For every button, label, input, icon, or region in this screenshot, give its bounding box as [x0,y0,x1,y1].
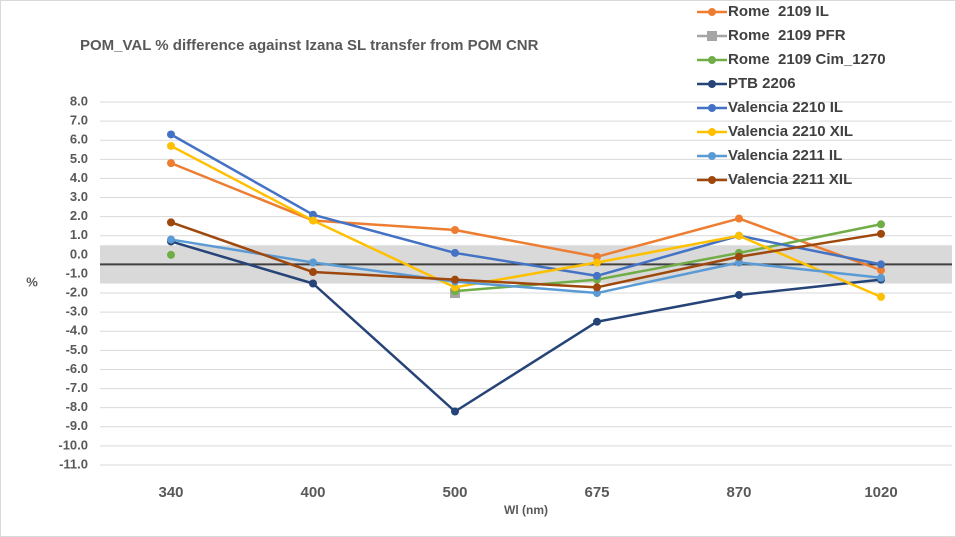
data-point [309,258,317,267]
y-tick-label: -7.0 [66,380,88,395]
legend-marker [708,152,716,160]
data-point [309,279,317,288]
series-line [170,133,882,278]
data-point [167,141,175,150]
data-point [451,283,459,292]
legend-label: Rome 2109 IL [728,3,829,20]
y-tick-label: 2.0 [70,208,88,223]
legend-marker [708,8,716,16]
y-tick-label: 4.0 [70,170,88,185]
series-line [170,221,882,289]
data-point [593,317,601,326]
y-tick-label: 0.0 [70,246,88,261]
data-point [877,260,885,269]
x-tick-label: 340 [158,484,183,501]
legend-label: Valencia 2210 XIL [728,123,853,140]
legend-marker [707,31,717,41]
x-tick-label: 500 [442,484,467,501]
y-tick-label: 1.0 [70,227,88,242]
data-point [877,273,885,282]
legend-marker [708,176,716,184]
series-line [170,240,882,413]
data-point [593,258,601,267]
legend-marker [708,128,716,136]
y-tick-label: -10.0 [58,437,88,452]
legend-marker [708,80,716,88]
y-axis-label: % [26,274,38,289]
data-point [167,235,175,244]
data-point [309,216,317,225]
y-tick-label: 8.0 [70,93,88,108]
data-point [593,289,601,298]
data-point [877,229,885,238]
data-point [593,283,601,292]
data-point [451,226,459,235]
data-point [309,210,317,219]
legend-label: Valencia 2211 IL [728,147,842,164]
y-tick-label: -11.0 [59,456,88,471]
series-line [170,144,882,299]
legend-label: Valencia 2211 XIL [728,171,852,188]
data-point [167,218,175,227]
data-point [877,266,885,275]
y-tick-label: 3.0 [70,189,88,204]
data-point [167,130,175,139]
data-point [593,252,601,261]
series-line [454,223,882,293]
data-point [309,268,317,277]
series-line [170,238,882,295]
y-tick-label: -6.0 [66,361,88,376]
data-point [167,250,175,259]
data-point [735,231,743,240]
legend-label: Rome 2109 Cim_1270 [728,51,886,68]
data-point [877,292,885,301]
data-point [451,275,459,284]
x-tick-label: 675 [584,484,609,501]
data-point [877,220,885,229]
data-point [735,290,743,299]
legend-label: Valencia 2210 IL [728,99,843,116]
y-tick-label: -2.0 [66,284,88,299]
data-point [167,159,175,168]
x-tick-label: 870 [726,484,751,501]
y-tick-label: 5.0 [70,151,88,166]
y-tick-label: -8.0 [66,399,88,414]
data-point [735,252,743,261]
y-tick-label: -4.0 [66,323,88,338]
x-tick-label: 1020 [864,484,897,501]
y-tick-label: -1.0 [66,265,88,280]
series-line [170,161,882,272]
x-tick-label: 400 [300,484,325,501]
y-tick-label: 6.0 [70,132,88,147]
y-tick-label: 7.0 [70,113,88,128]
legend-label: PTB 2206 [728,75,796,92]
x-axis-label: Wl (nm) [504,503,548,517]
data-point [735,214,743,223]
data-point [451,407,459,416]
data-point [451,248,459,257]
data-point [593,271,601,280]
legend-label: Rome 2109 PFR [728,27,846,44]
y-tick-label: -3.0 [66,304,88,319]
legend-marker [708,104,716,112]
y-tick-label: -9.0 [66,418,88,433]
y-tick-label: -5.0 [66,342,88,357]
data-point [735,258,743,267]
chart-title: POM_VAL % difference against Izana SL tr… [80,37,539,54]
legend-marker [708,56,716,64]
